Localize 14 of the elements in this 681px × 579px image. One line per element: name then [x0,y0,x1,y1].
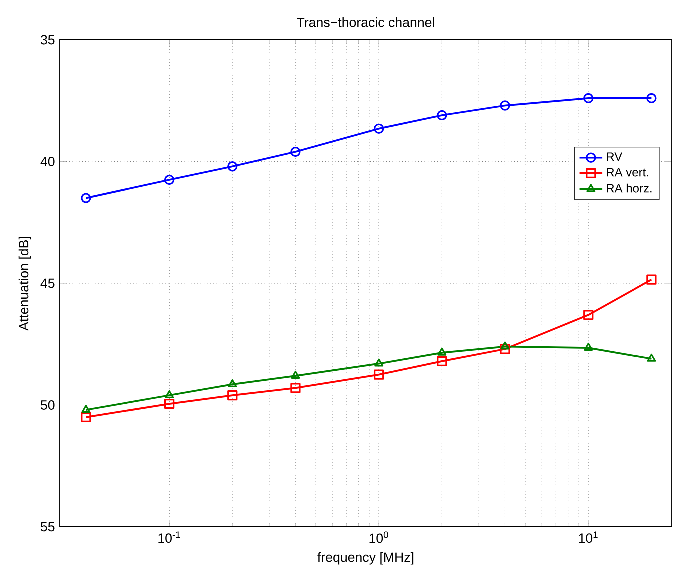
y-tick-label: 40 [40,157,55,166]
y-tick-label: 50 [41,400,55,410]
y-axis-title: Attenuation [dB] [18,237,32,331]
y-tick-label: 35 [40,35,55,45]
y-tick-label: 55 [41,522,55,532]
x-tick-label: 10$^{1}$ [579,532,598,544]
chart-title: Trans−thoracic channel [297,18,434,28]
x-tick-label: 10$^{-1}$ [158,532,180,544]
x-tick-label: 10$^{0}$ [370,532,388,544]
y-tick-label: 45 [40,278,55,288]
legend-label: RA vert. [607,168,648,177]
legend-label: RA horz. [607,184,652,193]
x-axis-title: frequency [MHz] [318,552,414,565]
legend-label: RV [607,152,623,161]
